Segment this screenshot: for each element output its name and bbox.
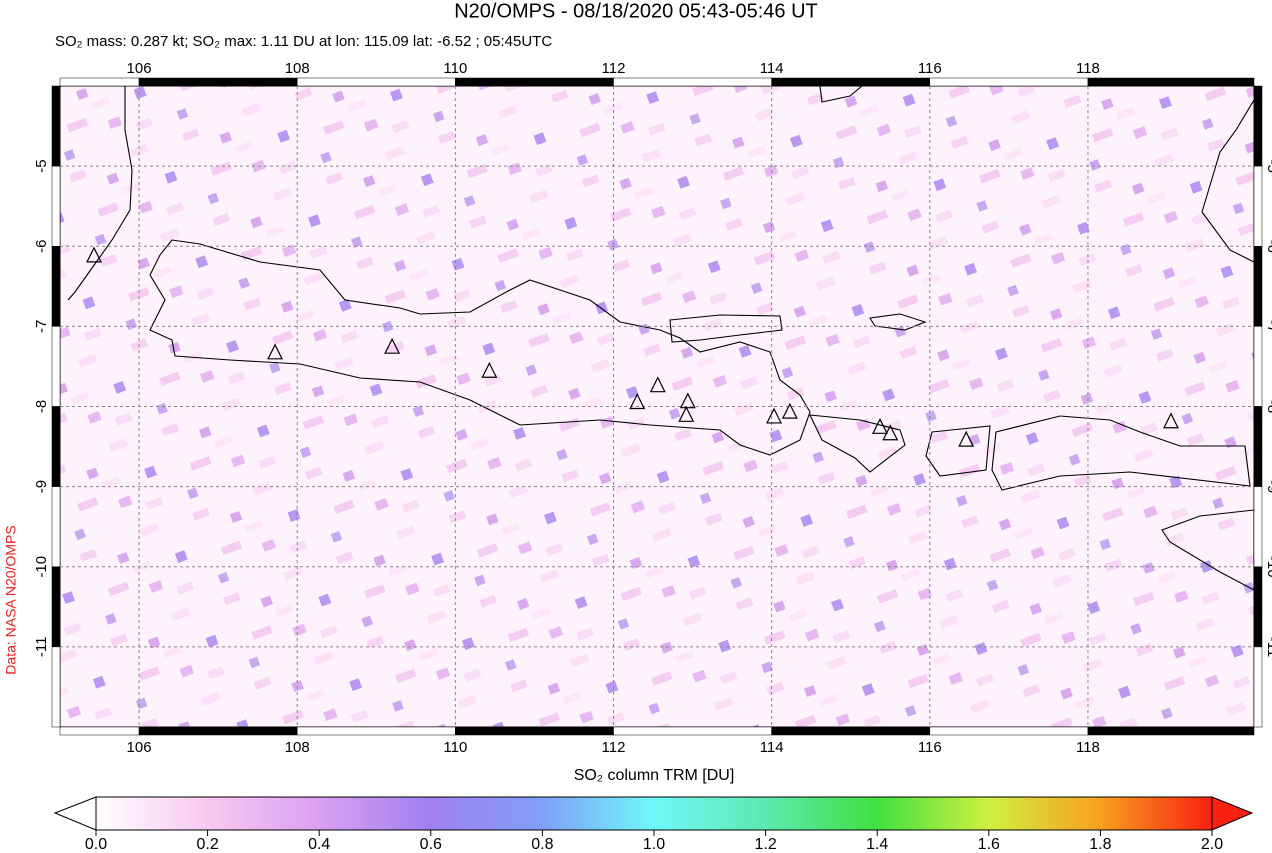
frame-bar [929,77,1089,87]
y-tick-label: -11 [33,637,50,658]
frame-bar [1087,77,1255,87]
y-tick-label: -10 [1264,556,1272,578]
frame-bar [51,246,61,327]
frame-bar [1253,406,1263,487]
frame-bar [59,77,140,87]
colorbar-tick-label: 2.0 [1201,836,1223,853]
frame-bar [771,77,931,87]
frame-bar [613,726,772,736]
y-tick-label: -6 [33,240,50,253]
y-tick-label: -6 [1264,240,1272,253]
y-tick-label: -10 [33,556,50,578]
x-tick-label: 112 [602,739,626,756]
y-tick-label: -9 [33,480,50,493]
x-tick-label: 116 [918,60,942,77]
colorbar-tick-label: 0.6 [420,836,442,853]
y-tick-label: -7 [1264,320,1272,333]
frame-bar [51,406,61,487]
x-tick-label: 114 [760,60,784,77]
y-tick-label: -8 [33,400,50,413]
frame-bar [1253,486,1263,567]
frame-bar [296,77,456,87]
frame-bar [59,726,140,736]
colorbar [95,796,1213,831]
volcano [766,407,782,424]
frame-bar [771,726,931,736]
colorbar-under [53,796,97,831]
x-tick-label: 108 [285,739,310,756]
colorbar-over [1211,796,1254,831]
colorbar-tick-label: 0.2 [196,836,218,853]
frame-bar [1253,646,1263,728]
x-tick-label: 108 [285,60,310,77]
y-tick-label: -11 [1264,637,1272,658]
volcano [649,376,666,393]
colorbar-tick-label: 1.6 [978,836,1000,853]
subtitle: SO₂ mass: 0.287 kt; SO₂ max: 1.11 DU at … [55,33,552,50]
colorbar-tick-label: 1.4 [866,836,888,853]
volcano [1163,412,1179,429]
frame-bar [1253,246,1263,327]
frame-bar [51,566,61,648]
x-tick-label: 112 [602,60,626,77]
colorbar-tick-label: 1.2 [754,836,776,853]
volcano [86,246,102,263]
title: N20/OMPS - 08/18/2020 05:43-05:46 UT [454,0,818,22]
frame-bar [613,77,772,87]
x-tick-label: 116 [918,739,942,756]
x-tick-label: 106 [127,739,152,756]
y-tick-label: -5 [33,159,50,172]
frame-bar [1253,85,1263,167]
coastlines [67,86,1254,591]
x-tick-label: 110 [443,739,467,756]
volcano [678,405,695,422]
credit: Data: NASA N20/OMPS [3,525,19,674]
frame-bar [51,486,61,567]
frame-bar [455,77,614,87]
colorbar-tick-label: 1.8 [1089,836,1111,853]
frame-bar [51,326,61,407]
frame-bar [138,726,298,736]
colorbar-tick-label: 1.0 [643,836,665,853]
frame-bar [138,77,298,87]
colorbar-label: SO₂ column TRM [DU] [574,767,735,784]
frame-bar [1253,326,1263,407]
frame-bar [929,726,1089,736]
x-tick-label: 106 [127,60,152,77]
frame-bar [51,85,61,167]
volcano [781,402,798,419]
volcano [882,424,899,441]
x-tick-label: 114 [760,739,784,756]
frame-bar [455,726,614,736]
volcano [384,337,401,354]
colorbar-tick-label: 0.0 [85,836,107,853]
volcano [872,417,888,434]
x-tick-label: 118 [1076,739,1100,756]
volcano [481,361,498,378]
frame-bar [51,646,61,728]
volcano [267,343,284,360]
y-tick-label: -9 [1264,480,1272,493]
frame-bar [296,726,456,736]
colorbar-tick-label: 0.8 [531,836,553,853]
volcano [679,392,696,409]
y-tick-label: -8 [1264,400,1272,413]
volcano [629,393,646,410]
x-tick-label: 110 [443,60,467,77]
frame-bar [1087,726,1255,736]
volcano [958,430,975,447]
frame-bar [1253,165,1263,247]
colorbar-tick-label: 0.4 [308,836,330,853]
frame-bar [51,165,61,247]
frame-bar [1253,566,1263,648]
x-tick-label: 118 [1076,60,1100,77]
y-tick-label: -5 [1264,159,1272,172]
y-tick-label: -7 [33,320,50,333]
